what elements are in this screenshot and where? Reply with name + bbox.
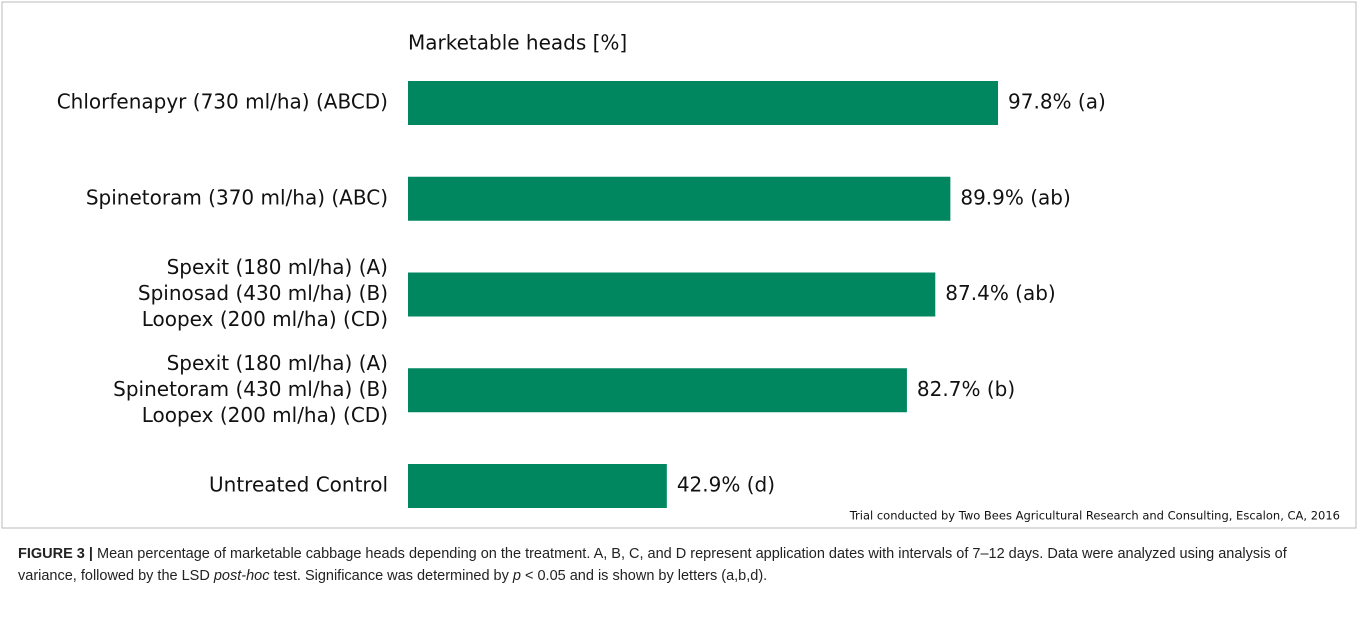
chart: Marketable heads [%] Trial conducted by … <box>1 1 1357 529</box>
category-label: Loopex (200 ml/ha) (CD) <box>142 403 388 427</box>
caption-text: p <box>512 568 521 584</box>
bar <box>408 464 667 508</box>
bar <box>408 81 999 125</box>
value-label: 89.9% (ab) <box>960 185 1070 209</box>
caption-text: test. Significance was determined by <box>269 568 513 584</box>
category-label: Spinetoram (370 ml/ha) (ABC) <box>86 185 388 209</box>
category-label: Loopex (200 ml/ha) (CD) <box>142 307 388 331</box>
category-label: Spexit (180 ml/ha) (A) <box>167 351 388 375</box>
chart-title: Marketable heads [%] <box>408 31 627 55</box>
bar <box>408 176 951 221</box>
chart-frame <box>1 1 1357 529</box>
category-label: Spinetoram (430 ml/ha) (B) <box>113 377 388 401</box>
category-label: Chlorfenapyr (730 ml/ha) (ABCD) <box>57 90 388 114</box>
value-label: 82.7% (b) <box>917 377 1015 401</box>
bar <box>408 368 907 413</box>
bar <box>408 272 936 317</box>
category-label: Spinosad (430 ml/ha) (B) <box>138 281 388 305</box>
value-label: 42.9% (d) <box>677 473 775 497</box>
value-label: 97.8% (a) <box>1008 90 1106 114</box>
caption: FIGURE 3 | Mean percentage of marketable… <box>18 543 1343 587</box>
caption-label: FIGURE 3 | <box>18 546 93 562</box>
caption-text: Mean percentage of marketable cabbage he… <box>18 546 1287 584</box>
caption-text: post-hoc <box>213 568 270 584</box>
category-label: Spexit (180 ml/ha) (A) <box>167 255 388 279</box>
value-label: 87.4% (ab) <box>945 281 1055 305</box>
category-label: Untreated Control <box>209 473 388 497</box>
chart-note: Trial conducted by Two Bees Agricultural… <box>849 509 1340 523</box>
caption-text: < 0.05 and is shown by letters (a,b,d). <box>520 568 768 584</box>
